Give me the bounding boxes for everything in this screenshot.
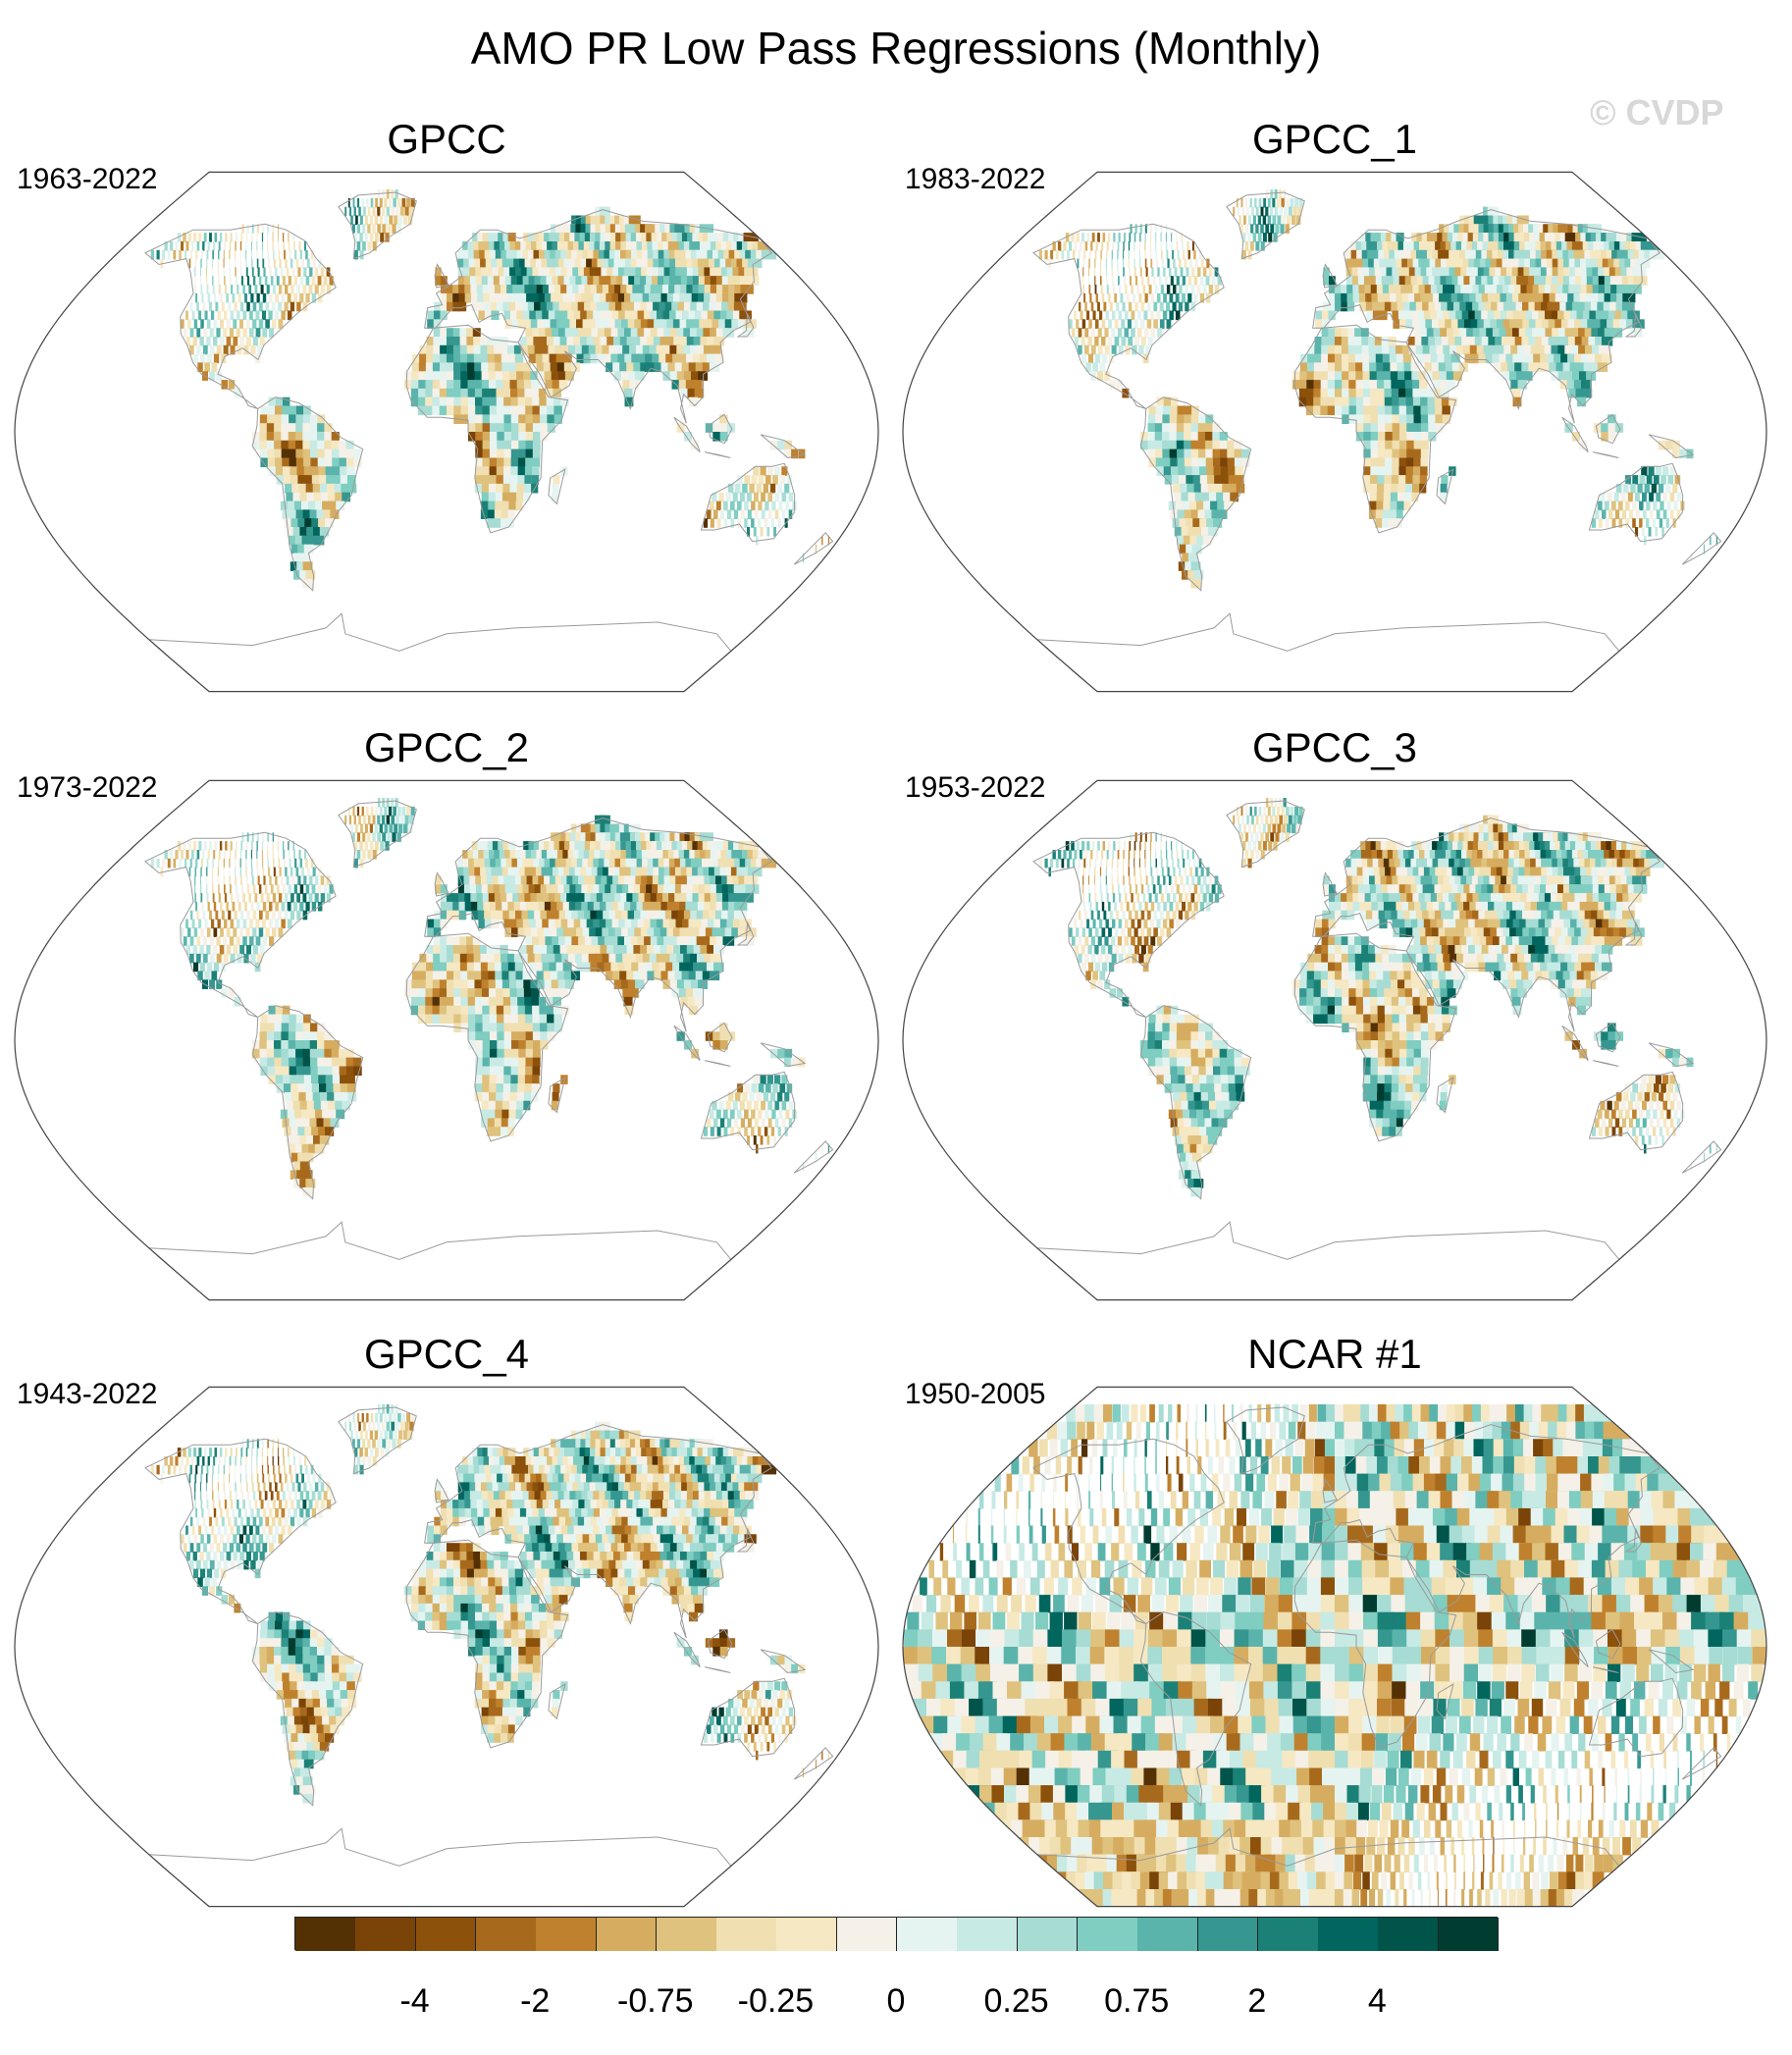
map-border — [14, 1386, 879, 1908]
world-map — [14, 171, 879, 693]
world-map — [14, 779, 879, 1301]
figure-title: AMO PR Low Pass Regressions (Monthly) — [470, 23, 1322, 74]
map-border — [14, 171, 879, 693]
colorbar-swatch — [656, 1918, 717, 1951]
colorbar-tick-label: 0.75 — [1104, 1982, 1170, 2020]
colorbar-swatch — [957, 1918, 1019, 1951]
colorbar-swatch — [536, 1918, 597, 1951]
colorbar-swatch — [776, 1918, 838, 1951]
panel-title: GPCC_3 — [1251, 724, 1418, 770]
world-map — [14, 1386, 879, 1908]
map-border — [902, 171, 1767, 693]
colorbar-swatch — [1077, 1918, 1138, 1951]
map-border — [902, 1386, 1767, 1908]
colorbar-swatch — [1257, 1918, 1319, 1951]
panel-period: 1943-2022 — [17, 1378, 158, 1410]
colorbar-swatch — [1137, 1918, 1198, 1951]
colorbar-swatch — [1197, 1918, 1259, 1951]
colorbar-swatch — [836, 1918, 898, 1951]
world-map — [902, 171, 1767, 693]
panel-period: 1983-2022 — [905, 163, 1046, 195]
colorbar-tick-label: 2 — [1247, 1982, 1267, 2020]
map-border — [902, 779, 1767, 1301]
coastlines — [144, 800, 834, 1300]
world-map — [902, 1386, 1767, 1908]
colorbar-swatch — [295, 1918, 356, 1951]
colorbar-tick-label: 0.25 — [983, 1982, 1049, 2020]
colorbar-tick-label: -2 — [520, 1982, 551, 2020]
panel-title: NCAR #1 — [1247, 1331, 1422, 1377]
panel-title: GPCC_2 — [363, 724, 530, 770]
precip-field — [150, 798, 830, 1197]
coastlines — [1032, 800, 1722, 1300]
precip-field — [150, 189, 830, 589]
panel-title: GPCC_1 — [1251, 116, 1418, 162]
world-map — [902, 779, 1767, 1301]
panel-title: GPCC — [387, 116, 506, 162]
colorbar-swatch — [475, 1918, 537, 1951]
colorbar-swatch — [897, 1918, 958, 1951]
colorbar-swatch — [415, 1918, 477, 1951]
colorbar-tick-label: 0 — [886, 1982, 906, 2020]
panel-title: GPCC_4 — [363, 1331, 530, 1377]
coastlines — [1032, 191, 1722, 692]
colorbar-swatch — [1017, 1918, 1079, 1951]
panel-period: 1963-2022 — [17, 163, 158, 195]
colorbar-tick-label: -0.25 — [737, 1982, 815, 2020]
cvdp-watermark: © CVDP — [1590, 92, 1724, 132]
colorbar-swatch — [1318, 1918, 1379, 1951]
colorbar-swatch — [355, 1918, 417, 1951]
precip-field — [1038, 798, 1718, 1197]
panel-period: 1953-2022 — [905, 771, 1046, 804]
map-border — [14, 779, 879, 1301]
precip-field — [903, 1404, 1766, 1907]
colorbar — [294, 1917, 1500, 1951]
colorbar-swatch — [716, 1918, 777, 1951]
colorbar-tick-label: -4 — [399, 1982, 430, 2020]
precip-field — [1038, 189, 1718, 589]
panel-period: 1973-2022 — [17, 771, 158, 804]
colorbar-swatch — [596, 1918, 658, 1951]
panel-period: 1950-2005 — [905, 1378, 1046, 1410]
colorbar-swatch — [1378, 1918, 1440, 1951]
colorbar-tick-label: 4 — [1367, 1982, 1387, 2020]
colorbar-tick-label: -0.75 — [617, 1982, 694, 2020]
precip-field — [150, 1404, 830, 1804]
colorbar-swatch — [1438, 1918, 1500, 1951]
